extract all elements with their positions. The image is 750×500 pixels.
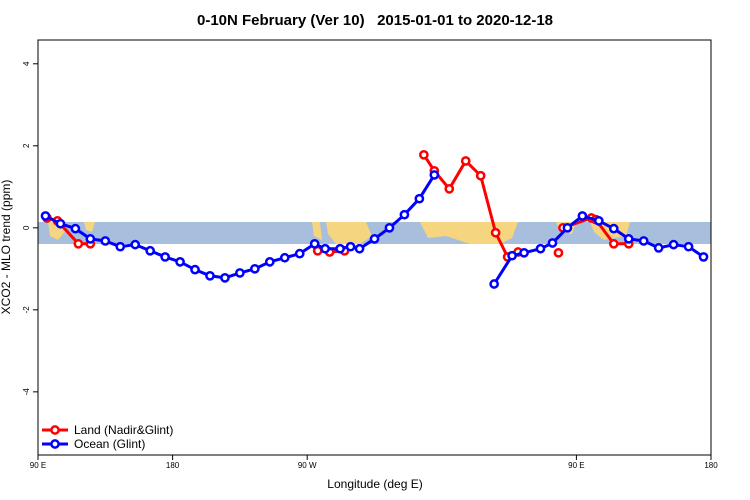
data-point — [419, 149, 429, 160]
x-axis-label: Longitude (deg E) — [327, 477, 422, 491]
data-point — [320, 243, 330, 254]
data-point — [70, 223, 81, 234]
data-point — [698, 252, 709, 262]
data-point — [250, 263, 260, 274]
data-point — [294, 248, 305, 259]
plot-frame — [37, 39, 712, 456]
data-point — [490, 227, 501, 238]
data-point — [175, 257, 185, 267]
legend-marker — [50, 425, 60, 435]
data-point — [460, 156, 471, 166]
data-point — [429, 170, 440, 180]
data-point — [519, 247, 529, 258]
x-tick-label: 180 — [166, 461, 180, 470]
data-point — [100, 236, 111, 246]
data-point — [623, 234, 634, 244]
y-tick-label: -2 — [22, 306, 31, 314]
data-point — [399, 209, 410, 220]
x-tick-label: 90 E — [568, 461, 584, 470]
data-point — [507, 250, 517, 261]
data-point — [475, 170, 486, 181]
data-point — [638, 236, 649, 246]
y-axis-label: XCO2 - MLO trend (ppm) — [0, 180, 13, 315]
ocean-strip — [38, 222, 711, 244]
x-tick-label: 180 — [704, 461, 718, 470]
data-point — [535, 243, 546, 254]
data-point — [577, 211, 588, 221]
data-point — [145, 245, 156, 256]
x-tick-label: 90 W — [298, 461, 317, 470]
data-point — [279, 252, 290, 263]
data-point — [309, 238, 320, 249]
y-tick-label: -4 — [22, 388, 31, 396]
y-tick-label: 2 — [22, 143, 31, 148]
data-point — [205, 270, 215, 281]
legend-label: Ocean (Glint) — [74, 437, 145, 451]
land-shape — [84, 222, 95, 232]
map-strip — [38, 222, 711, 244]
data-point — [414, 193, 425, 204]
data-point — [220, 272, 230, 283]
data-point — [40, 211, 51, 221]
data-point — [444, 184, 455, 194]
legend-label: Land (Nadir&Glint) — [74, 423, 173, 437]
land-shape — [312, 222, 322, 240]
data-point — [345, 241, 356, 252]
data-point — [130, 239, 141, 250]
data-point — [264, 257, 275, 267]
data-point — [235, 268, 245, 278]
data-point — [562, 222, 573, 233]
data-point — [335, 243, 345, 254]
data-point — [593, 215, 604, 226]
data-point — [115, 241, 126, 252]
data-point — [608, 238, 619, 249]
data-point — [85, 234, 96, 244]
data-point — [55, 218, 66, 229]
data-point — [384, 222, 395, 233]
data-point — [683, 241, 694, 252]
data-point — [354, 243, 365, 254]
data-point — [489, 279, 499, 289]
data-point — [73, 238, 84, 249]
y-tick-label: 0 — [22, 225, 31, 230]
data-point — [369, 234, 380, 244]
y-tick-label: 4 — [22, 61, 31, 66]
data-point — [668, 239, 679, 250]
data-point — [190, 264, 200, 275]
data-point — [547, 238, 558, 248]
data-point — [160, 252, 170, 262]
x-tick-label: 90 E — [30, 461, 46, 470]
data-point — [653, 243, 664, 253]
data-point — [608, 223, 619, 234]
chart-title: 0-10N February (Ver 10) 2015-01-01 to 20… — [197, 12, 553, 29]
legend-marker — [50, 439, 60, 449]
data-point — [553, 247, 564, 258]
land-shape — [326, 222, 372, 244]
